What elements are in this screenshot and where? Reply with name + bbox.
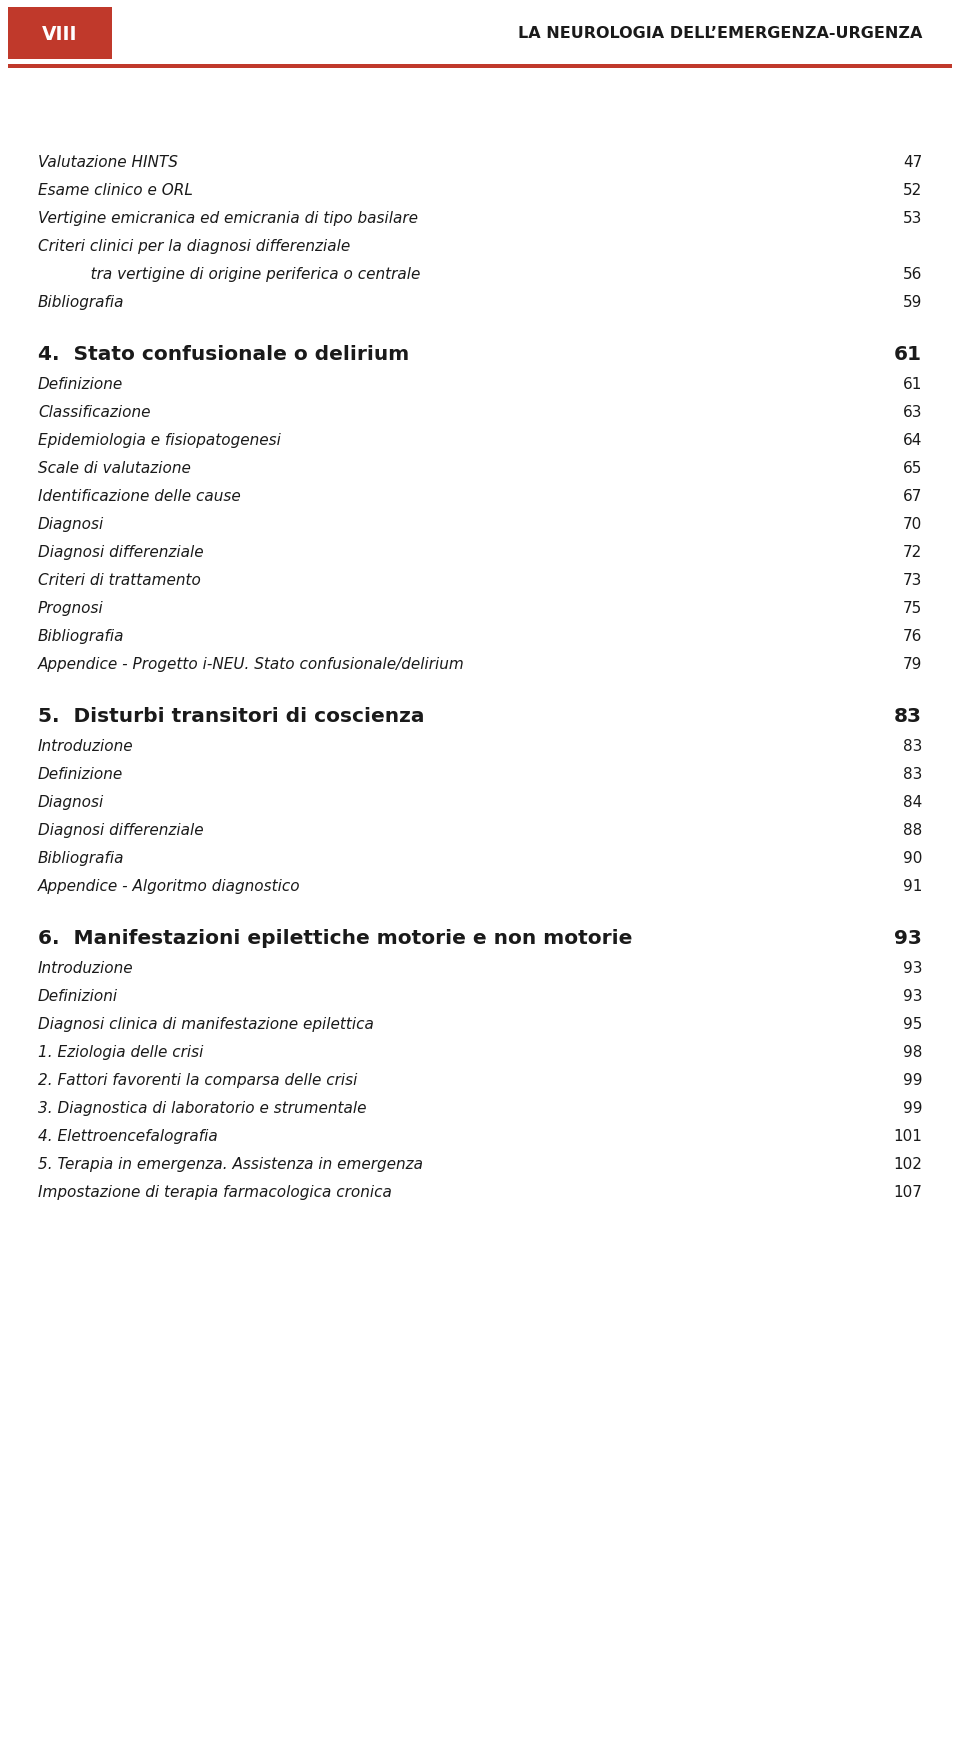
Text: Bibliografia: Bibliografia — [38, 629, 125, 643]
Text: 61: 61 — [894, 344, 922, 364]
Text: 1. Eziologia delle crisi: 1. Eziologia delle crisi — [38, 1044, 204, 1059]
Text: Diagnosi differenziale: Diagnosi differenziale — [38, 823, 204, 837]
Text: 98: 98 — [902, 1044, 922, 1059]
Text: 84: 84 — [902, 795, 922, 809]
Text: 79: 79 — [902, 657, 922, 671]
Text: 93: 93 — [902, 988, 922, 1003]
Text: Definizioni: Definizioni — [38, 988, 118, 1003]
Text: Diagnosi: Diagnosi — [38, 517, 105, 531]
Text: 5. Terapia in emergenza. Assistenza in emergenza: 5. Terapia in emergenza. Assistenza in e… — [38, 1157, 423, 1171]
Text: 56: 56 — [902, 267, 922, 281]
Text: 99: 99 — [902, 1072, 922, 1087]
Text: 65: 65 — [902, 461, 922, 475]
Text: 64: 64 — [902, 434, 922, 447]
Text: 59: 59 — [902, 295, 922, 309]
Text: 107: 107 — [893, 1185, 922, 1199]
Text: 52: 52 — [902, 184, 922, 198]
Text: 83: 83 — [902, 739, 922, 753]
Text: 4.  Stato confusionale o delirium: 4. Stato confusionale o delirium — [38, 344, 409, 364]
Text: 73: 73 — [902, 573, 922, 587]
Text: 88: 88 — [902, 823, 922, 837]
Text: 93: 93 — [894, 928, 922, 947]
Text: Appendice - Progetto i-NEU. Stato confusionale/delirium: Appendice - Progetto i-NEU. Stato confus… — [38, 657, 465, 671]
Bar — [8, 9, 112, 59]
Text: Vertigine emicranica ed emicrania di tipo basilare: Vertigine emicranica ed emicrania di tip… — [38, 212, 418, 225]
Text: 4. Elettroencefalografia: 4. Elettroencefalografia — [38, 1129, 218, 1143]
Text: 6.  Manifestazioni epilettiche motorie e non motorie: 6. Manifestazioni epilettiche motorie e … — [38, 928, 633, 947]
Text: Definizione: Definizione — [38, 767, 123, 781]
Text: Diagnosi: Diagnosi — [38, 795, 105, 809]
Text: Introduzione: Introduzione — [38, 960, 133, 975]
Text: Valutazione HINTS: Valutazione HINTS — [38, 156, 178, 170]
Text: Introduzione: Introduzione — [38, 739, 133, 753]
Text: Appendice - Algoritmo diagnostico: Appendice - Algoritmo diagnostico — [38, 879, 300, 893]
Text: 61: 61 — [902, 378, 922, 392]
Text: Epidemiologia e fisiopatogenesi: Epidemiologia e fisiopatogenesi — [38, 434, 281, 447]
Text: 93: 93 — [902, 960, 922, 975]
Text: 101: 101 — [893, 1129, 922, 1143]
Text: 102: 102 — [893, 1157, 922, 1171]
Text: 83: 83 — [894, 706, 922, 725]
Bar — [8, 65, 952, 68]
Text: 75: 75 — [902, 601, 922, 615]
Text: 63: 63 — [902, 406, 922, 420]
Text: 95: 95 — [902, 1016, 922, 1031]
Text: 47: 47 — [902, 156, 922, 170]
Text: 2. Fattori favorenti la comparsa delle crisi: 2. Fattori favorenti la comparsa delle c… — [38, 1072, 357, 1087]
Text: LA NEUROLOGIA DELL’EMERGENZA-URGENZA: LA NEUROLOGIA DELL’EMERGENZA-URGENZA — [517, 26, 922, 42]
Text: tra vertigine di origine periferica o centrale: tra vertigine di origine periferica o ce… — [76, 267, 420, 281]
Text: Criteri di trattamento: Criteri di trattamento — [38, 573, 201, 587]
Text: 91: 91 — [902, 879, 922, 893]
Text: Classificazione: Classificazione — [38, 406, 151, 420]
Text: 83: 83 — [902, 767, 922, 781]
Text: 5.  Disturbi transitori di coscienza: 5. Disturbi transitori di coscienza — [38, 706, 424, 725]
Text: Criteri clinici per la diagnosi differenziale: Criteri clinici per la diagnosi differen… — [38, 239, 350, 253]
Text: Diagnosi differenziale: Diagnosi differenziale — [38, 545, 204, 559]
Text: 53: 53 — [902, 212, 922, 225]
Text: Scale di valutazione: Scale di valutazione — [38, 461, 191, 475]
Text: Impostazione di terapia farmacologica cronica: Impostazione di terapia farmacologica cr… — [38, 1185, 392, 1199]
Text: VIII: VIII — [42, 24, 78, 44]
Text: 67: 67 — [902, 489, 922, 503]
Text: 90: 90 — [902, 851, 922, 865]
Text: Bibliografia: Bibliografia — [38, 851, 125, 865]
Text: 72: 72 — [902, 545, 922, 559]
Text: Definizione: Definizione — [38, 378, 123, 392]
Text: Identificazione delle cause: Identificazione delle cause — [38, 489, 241, 503]
Text: Bibliografia: Bibliografia — [38, 295, 125, 309]
Text: 76: 76 — [902, 629, 922, 643]
Text: 99: 99 — [902, 1101, 922, 1115]
Text: Diagnosi clinica di manifestazione epilettica: Diagnosi clinica di manifestazione epile… — [38, 1016, 373, 1031]
Text: Esame clinico e ORL: Esame clinico e ORL — [38, 184, 193, 198]
Text: Prognosi: Prognosi — [38, 601, 104, 615]
Text: 70: 70 — [902, 517, 922, 531]
Text: 3. Diagnostica di laboratorio e strumentale: 3. Diagnostica di laboratorio e strument… — [38, 1101, 367, 1115]
